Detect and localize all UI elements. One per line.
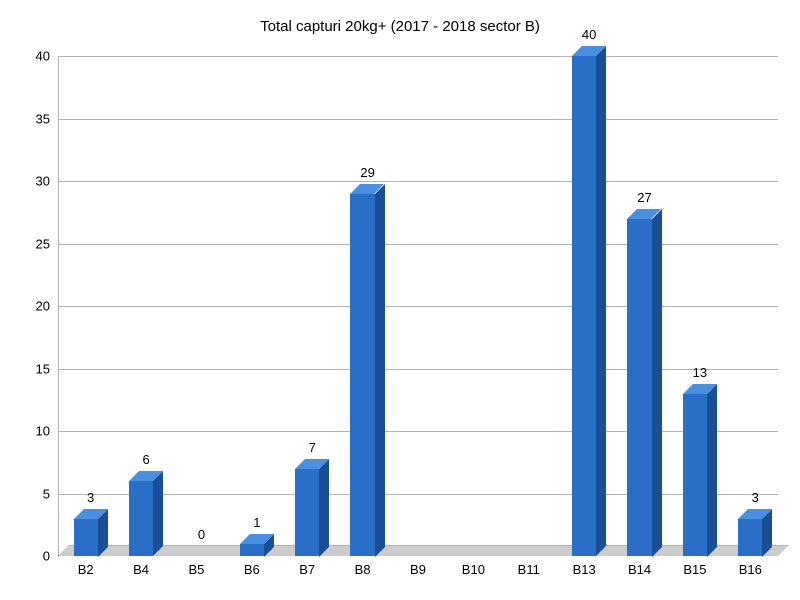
x-tick-label: B15: [683, 556, 706, 577]
y-tick-label: 10: [36, 424, 58, 439]
x-tick-label: B5: [189, 556, 205, 577]
grid-line: [58, 244, 778, 245]
bar: 6: [129, 481, 153, 556]
bar-front: [738, 519, 762, 557]
plot-area: 0510152025303540B23B46B50B61B77B829B9B10…: [58, 56, 778, 556]
bar-front: [350, 194, 374, 557]
bar-value-label: 1: [253, 515, 260, 534]
bar-value-label: 7: [309, 440, 316, 459]
chart-container: Total capturi 20kg+ (2017 - 2018 sector …: [0, 0, 800, 600]
y-tick-label: 30: [36, 174, 58, 189]
y-tick-label: 25: [36, 236, 58, 251]
x-tick-label: B11: [518, 556, 540, 577]
plot-floor: [58, 545, 789, 556]
bar-value-label: 3: [752, 490, 759, 509]
bar-value-label: 3: [87, 490, 94, 509]
grid-line: [58, 119, 778, 120]
y-tick-label: 0: [43, 549, 58, 564]
bar-side: [707, 384, 717, 557]
bar-front: [683, 394, 707, 557]
x-tick-label: B2: [78, 556, 94, 577]
chart-title: Total capturi 20kg+ (2017 - 2018 sector …: [0, 18, 800, 35]
bar-front: [129, 481, 153, 556]
grid-line: [58, 369, 778, 370]
bar-value-label: 40: [582, 27, 596, 46]
bar-side: [319, 459, 329, 557]
bar-front: [572, 56, 596, 556]
bar-value-label: 0: [198, 527, 205, 546]
bar: 7: [295, 469, 319, 557]
y-tick-label: 40: [36, 49, 58, 64]
x-tick-label: B4: [133, 556, 149, 577]
bar-value-label: 29: [360, 165, 374, 184]
bar-side: [375, 184, 385, 557]
bar-value-label: 13: [693, 365, 707, 384]
x-tick-label: B7: [299, 556, 315, 577]
grid-line: [58, 181, 778, 182]
bar-front: [627, 219, 651, 557]
x-tick-label: B9: [410, 556, 426, 577]
bar-front: [74, 519, 98, 557]
x-tick-label: B13: [573, 556, 596, 577]
grid-line: [58, 306, 778, 307]
bar: 3: [738, 519, 762, 557]
bar-side: [153, 471, 163, 556]
bar-front: [240, 544, 264, 557]
bar-side: [596, 46, 606, 556]
y-tick-label: 5: [43, 486, 58, 501]
bar: 1: [240, 544, 264, 557]
x-tick-label: B14: [628, 556, 651, 577]
bar: 40: [572, 56, 596, 556]
bar-value-label: 27: [637, 190, 651, 209]
bar-value-label: 6: [142, 452, 149, 471]
x-tick-label: B8: [355, 556, 371, 577]
grid-line: [58, 431, 778, 432]
x-tick-label: B16: [739, 556, 762, 577]
bar-side: [652, 209, 662, 557]
y-tick-label: 20: [36, 299, 58, 314]
bar: 3: [74, 519, 98, 557]
grid-line: [58, 56, 778, 57]
bar-front: [295, 469, 319, 557]
x-tick-label: B10: [462, 556, 485, 577]
bar: 29: [350, 194, 374, 557]
y-tick-label: 15: [36, 361, 58, 376]
grid-line: [58, 494, 778, 495]
x-tick-label: B6: [244, 556, 260, 577]
y-tick-label: 35: [36, 111, 58, 126]
bar: 13: [683, 394, 707, 557]
bar: 27: [627, 219, 651, 557]
